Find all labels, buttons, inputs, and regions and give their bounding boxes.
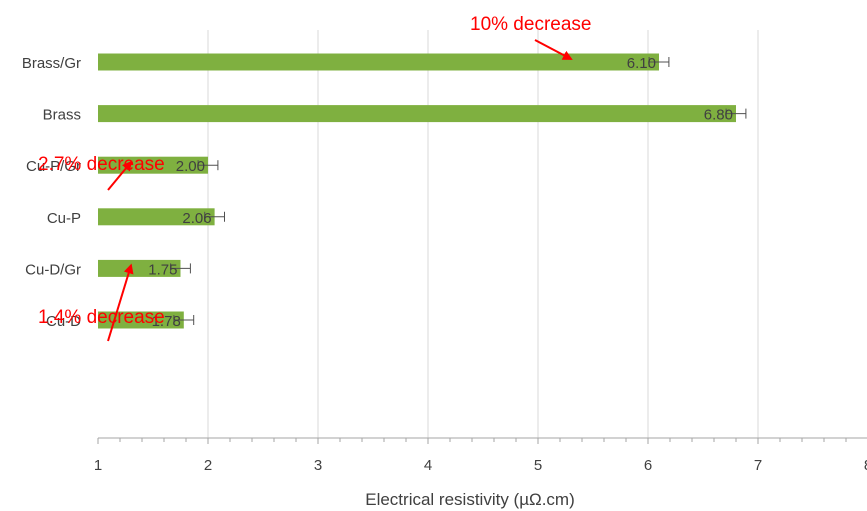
bar [98, 53, 659, 71]
category-label: Cu-D [46, 313, 81, 330]
category-label: Brass [43, 107, 81, 124]
x-tick-label: 5 [534, 457, 542, 474]
bar [98, 208, 215, 226]
x-axis-title: Electrical resistivity (µΩ.cm) [365, 490, 575, 509]
x-tick-labels: 1 2 3 4 5 6 7 8 [94, 457, 867, 474]
data-label: 1.75 [148, 261, 177, 278]
gridlines [207, 30, 759, 438]
bar [98, 259, 181, 277]
x-tick-label: 7 [754, 457, 762, 474]
data-label: 2.06 [182, 210, 211, 227]
x-tick-label: 3 [314, 457, 322, 474]
data-label: 6.80 [704, 107, 733, 124]
value-labels: 6.10 6.80 2.00 2.06 1.75 1.78 [148, 55, 733, 330]
x-tick-label: 8 [864, 457, 867, 474]
data-label: 1.78 [152, 313, 181, 330]
annotation-label: 10% decrease [470, 14, 591, 35]
x-tick-label: 6 [644, 457, 652, 474]
annotation-arrow [534, 39, 573, 60]
annotation-arrow [107, 263, 134, 342]
data-label: 6.10 [627, 55, 656, 72]
bar [98, 311, 184, 329]
category-label: Cu-P/Gr [26, 158, 81, 175]
category-label: Cu-D/Gr [25, 261, 81, 278]
bars [98, 53, 736, 329]
x-tick-label: 1 [94, 457, 102, 474]
category-label: Brass/Gr [22, 55, 81, 72]
x-axis [97, 437, 867, 444]
data-label: 2.00 [176, 158, 205, 175]
x-tick-label: 2 [204, 457, 212, 474]
error-bars [170, 57, 747, 325]
category-labels: Brass/Gr Brass Cu-P/Gr Cu-P Cu-D/Gr Cu-D [22, 55, 81, 330]
bar [98, 105, 736, 123]
annotation-label: 1.4% decrease [38, 307, 165, 328]
x-tick-label: 4 [424, 457, 432, 474]
annotation-arrow [107, 160, 133, 191]
annotations: 10% decrease 2.7% decrease 1.4% decrease [38, 14, 591, 342]
category-label: Cu-P [47, 210, 81, 227]
annotation-label: 2.7% decrease [38, 154, 165, 175]
